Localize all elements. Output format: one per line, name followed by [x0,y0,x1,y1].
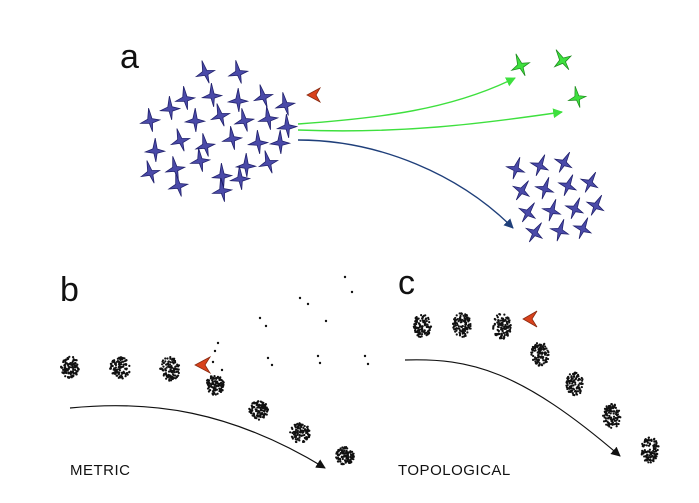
flock-blob-icon [159,355,181,382]
bird-icon [531,173,559,203]
panel-label-c: c [398,264,415,302]
scattered-dot [324,319,328,323]
bird-icon [173,84,197,112]
bird-icon [581,189,611,221]
bird-icon [575,166,605,198]
flock-blob-icon [109,356,131,380]
scattered-dot [366,362,370,366]
scattered-dot [270,363,274,367]
green-arrow-lower [297,108,563,132]
predator-chevron-icon [194,355,212,375]
escapee-birds [506,44,589,110]
bird-icon [227,87,249,113]
bird-icon [249,81,277,111]
predator-chevron-icon [522,310,538,328]
panel-a-flock-regrouped [502,146,611,248]
bird-icon [138,106,162,134]
metric-arrow [69,405,326,469]
bird-icon [256,104,280,132]
scattered-dot [266,356,270,360]
bird-icon [513,196,543,228]
topological-arrow [404,359,621,457]
scattered-dot [216,341,220,345]
bird-icon [538,195,566,225]
bird-icon [136,157,164,187]
bird-icon [520,216,550,248]
bird-icon [561,193,589,223]
bird-icon [507,174,537,206]
bird-icon [526,150,554,180]
scattered-dot [211,360,215,364]
bird-icon [569,213,597,243]
scattered-dot [306,302,310,306]
bird-icon [144,137,166,163]
scattered-dot [258,316,262,320]
flock-blob-icon [412,314,433,338]
bird-icon [184,107,206,133]
panel-b-scattered-dots [211,275,370,372]
scattered-dot [316,354,320,358]
flock-blob-icon [640,436,660,464]
bird-icon [206,100,234,130]
flock-blob-icon [565,371,584,397]
panel-label-b: b [60,271,79,309]
caption-metric: METRIC [70,462,131,479]
bird-icon [546,215,574,245]
blue-arrow [297,139,514,229]
bird-icon [547,44,577,76]
bird-icon [269,129,291,155]
bird-icon [166,125,194,155]
flock-blob-icon [601,403,622,429]
panel-c-blobs [412,312,660,464]
scattered-dot [350,290,354,294]
bird-icon [225,57,251,87]
bird-icon [192,130,218,160]
bird-icon [554,170,582,200]
scattered-dot [298,296,302,300]
flock-blob-icon [60,355,80,379]
predator-chevron-icon [306,86,322,104]
bird-icon [162,153,188,183]
flock-blob-icon [248,400,269,421]
panel-a-flock [136,57,298,204]
scattered-dot [318,361,322,365]
bird-icon [506,49,534,81]
bird-icon [231,105,257,135]
green-arrow-upper [297,77,516,125]
caption-topological: TOPOLOGICAL [398,462,511,479]
scattered-dot [363,354,367,358]
bird-icon [549,146,579,178]
bird-icon [502,153,530,183]
bird-icon [159,95,181,121]
scattered-dot [220,368,224,372]
bird-icon [220,124,244,152]
panel-label-a: a [120,38,139,76]
flock-blob-icon [492,312,512,340]
bird-icon [565,84,589,110]
panel-b-blobs [60,355,355,466]
scattered-dot [343,275,347,279]
bird-icon [272,89,298,119]
bird-icon [201,82,223,108]
flock-blob-icon [205,375,225,396]
scattered-dot [213,349,217,353]
flock-blob-icon [452,312,472,338]
bird-icon [191,57,219,87]
flock-blob-icon [335,445,355,466]
scattered-dot [264,324,268,328]
flock-blob-icon [289,422,311,444]
flock-blob-icon [530,342,550,367]
